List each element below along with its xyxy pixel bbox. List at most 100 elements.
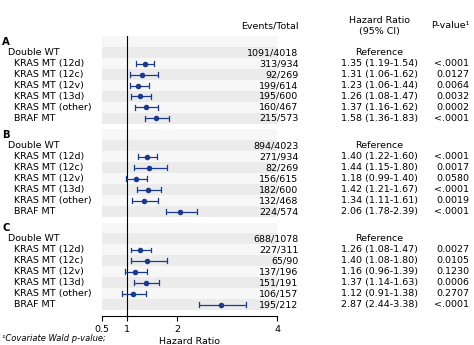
Text: 1.16 (0.96-1.39): 1.16 (0.96-1.39) <box>341 267 418 276</box>
Text: <.0001: <.0001 <box>434 59 469 68</box>
Bar <box>102 162 277 173</box>
Text: 0.0027: 0.0027 <box>436 245 469 254</box>
Text: C: C <box>2 223 10 233</box>
Text: Hazard Ratio: Hazard Ratio <box>349 16 410 25</box>
Text: 1.26 (1.08-1.47): 1.26 (1.08-1.47) <box>341 92 418 101</box>
Text: 195/600: 195/600 <box>259 92 299 101</box>
Bar <box>102 47 277 58</box>
Text: KRAS MT (13d): KRAS MT (13d) <box>2 278 85 287</box>
Text: BRAF MT: BRAF MT <box>2 114 56 123</box>
Text: A: A <box>2 37 10 47</box>
Text: 1.12 (0.91-1.38): 1.12 (0.91-1.38) <box>341 289 418 298</box>
Text: KRAS MT (12v): KRAS MT (12v) <box>2 81 84 90</box>
Text: 313/934: 313/934 <box>259 59 299 68</box>
Text: KRAS MT (other): KRAS MT (other) <box>2 103 92 112</box>
Text: Events/Total: Events/Total <box>241 21 299 30</box>
Text: ¹Covariate Wald p-value;: ¹Covariate Wald p-value; <box>2 334 106 343</box>
Text: 2.87 (2.44-3.38): 2.87 (2.44-3.38) <box>341 300 418 309</box>
Text: 271/934: 271/934 <box>259 152 299 161</box>
Bar <box>102 206 277 217</box>
Text: <.0001: <.0001 <box>434 152 469 161</box>
Text: KRAS MT (12c): KRAS MT (12c) <box>2 163 84 172</box>
Bar <box>102 184 277 195</box>
Text: 1091/4018: 1091/4018 <box>247 48 299 57</box>
Text: 156/615: 156/615 <box>259 174 299 183</box>
Text: KRAS MT (12d): KRAS MT (12d) <box>2 245 85 254</box>
Text: 0.0127: 0.0127 <box>436 70 469 79</box>
Text: 1.34 (1.11-1.61): 1.34 (1.11-1.61) <box>341 196 418 205</box>
Text: 0.0019: 0.0019 <box>436 196 469 205</box>
Text: 182/600: 182/600 <box>259 185 299 194</box>
Text: Reference: Reference <box>355 48 403 57</box>
Text: KRAS MT (12d): KRAS MT (12d) <box>2 59 85 68</box>
Bar <box>102 299 277 310</box>
Text: KRAS MT (other): KRAS MT (other) <box>2 289 92 298</box>
Text: KRAS MT (12v): KRAS MT (12v) <box>2 267 84 276</box>
Text: (95% CI): (95% CI) <box>359 27 400 36</box>
Text: KRAS MT (12c): KRAS MT (12c) <box>2 256 84 265</box>
Text: KRAS MT (12d): KRAS MT (12d) <box>2 152 85 161</box>
Text: B: B <box>2 130 10 140</box>
Text: BRAF MT: BRAF MT <box>2 300 56 309</box>
Text: <.0001: <.0001 <box>434 114 469 123</box>
Text: <.0001: <.0001 <box>434 300 469 309</box>
Text: Reference: Reference <box>355 235 403 244</box>
Text: Double WT: Double WT <box>2 141 60 150</box>
Text: 0.0105: 0.0105 <box>436 256 469 265</box>
Bar <box>102 288 277 299</box>
X-axis label: Hazard Ratio: Hazard Ratio <box>159 337 220 345</box>
Bar <box>102 36 277 47</box>
Text: 0.0002: 0.0002 <box>436 103 469 112</box>
Bar <box>102 113 277 124</box>
Bar <box>102 58 277 69</box>
Text: 106/157: 106/157 <box>259 289 299 298</box>
Bar <box>102 140 277 151</box>
Bar <box>102 102 277 113</box>
Bar <box>102 234 277 245</box>
Bar <box>102 151 277 162</box>
Text: KRAS MT (13d): KRAS MT (13d) <box>2 92 85 101</box>
Text: Double WT: Double WT <box>2 235 60 244</box>
Bar <box>102 255 277 266</box>
Text: 1.40 (1.22-1.60): 1.40 (1.22-1.60) <box>341 152 418 161</box>
Text: 82/269: 82/269 <box>265 163 299 172</box>
Text: KRAS MT (12c): KRAS MT (12c) <box>2 70 84 79</box>
Text: BRAF MT: BRAF MT <box>2 207 56 216</box>
Text: 1.18 (0.99-1.40): 1.18 (0.99-1.40) <box>341 174 418 183</box>
Text: 894/4023: 894/4023 <box>253 141 299 150</box>
Text: 132/468: 132/468 <box>259 196 299 205</box>
Text: 137/196: 137/196 <box>259 267 299 276</box>
Text: 224/574: 224/574 <box>259 207 299 216</box>
Text: <.0001: <.0001 <box>434 185 469 194</box>
Text: KRAS MT (other): KRAS MT (other) <box>2 196 92 205</box>
Text: 0.1230: 0.1230 <box>436 267 469 276</box>
Text: 1.42 (1.21-1.67): 1.42 (1.21-1.67) <box>341 185 418 194</box>
Bar <box>102 266 277 277</box>
Text: KRAS MT (12v): KRAS MT (12v) <box>2 174 84 183</box>
Text: 0.0017: 0.0017 <box>436 163 469 172</box>
Text: 1.58 (1.36-1.83): 1.58 (1.36-1.83) <box>341 114 418 123</box>
Text: KRAS MT (13d): KRAS MT (13d) <box>2 185 85 194</box>
Text: 1.23 (1.06-1.44): 1.23 (1.06-1.44) <box>341 81 418 90</box>
Text: 1.40 (1.08-1.80): 1.40 (1.08-1.80) <box>341 256 418 265</box>
Bar <box>102 223 277 234</box>
Text: 0.2707: 0.2707 <box>436 289 469 298</box>
Text: 0.0032: 0.0032 <box>436 92 469 101</box>
Text: 195/212: 195/212 <box>259 300 299 309</box>
Text: 92/269: 92/269 <box>265 70 299 79</box>
Text: 65/90: 65/90 <box>272 256 299 265</box>
Text: 1.37 (1.14-1.63): 1.37 (1.14-1.63) <box>341 278 418 287</box>
Text: 0.0580: 0.0580 <box>436 174 469 183</box>
Bar <box>102 91 277 102</box>
Text: P-value¹: P-value¹ <box>431 21 469 30</box>
Bar <box>102 173 277 184</box>
Text: 1.37 (1.16-1.62): 1.37 (1.16-1.62) <box>341 103 418 112</box>
Text: <.0001: <.0001 <box>434 207 469 216</box>
Bar <box>102 69 277 80</box>
Text: 151/191: 151/191 <box>259 278 299 287</box>
Text: 0.0064: 0.0064 <box>436 81 469 90</box>
Text: 1.26 (1.08-1.47): 1.26 (1.08-1.47) <box>341 245 418 254</box>
Text: 215/573: 215/573 <box>259 114 299 123</box>
Text: 0.0006: 0.0006 <box>436 278 469 287</box>
Text: 1.44 (1.15-1.80): 1.44 (1.15-1.80) <box>341 163 418 172</box>
